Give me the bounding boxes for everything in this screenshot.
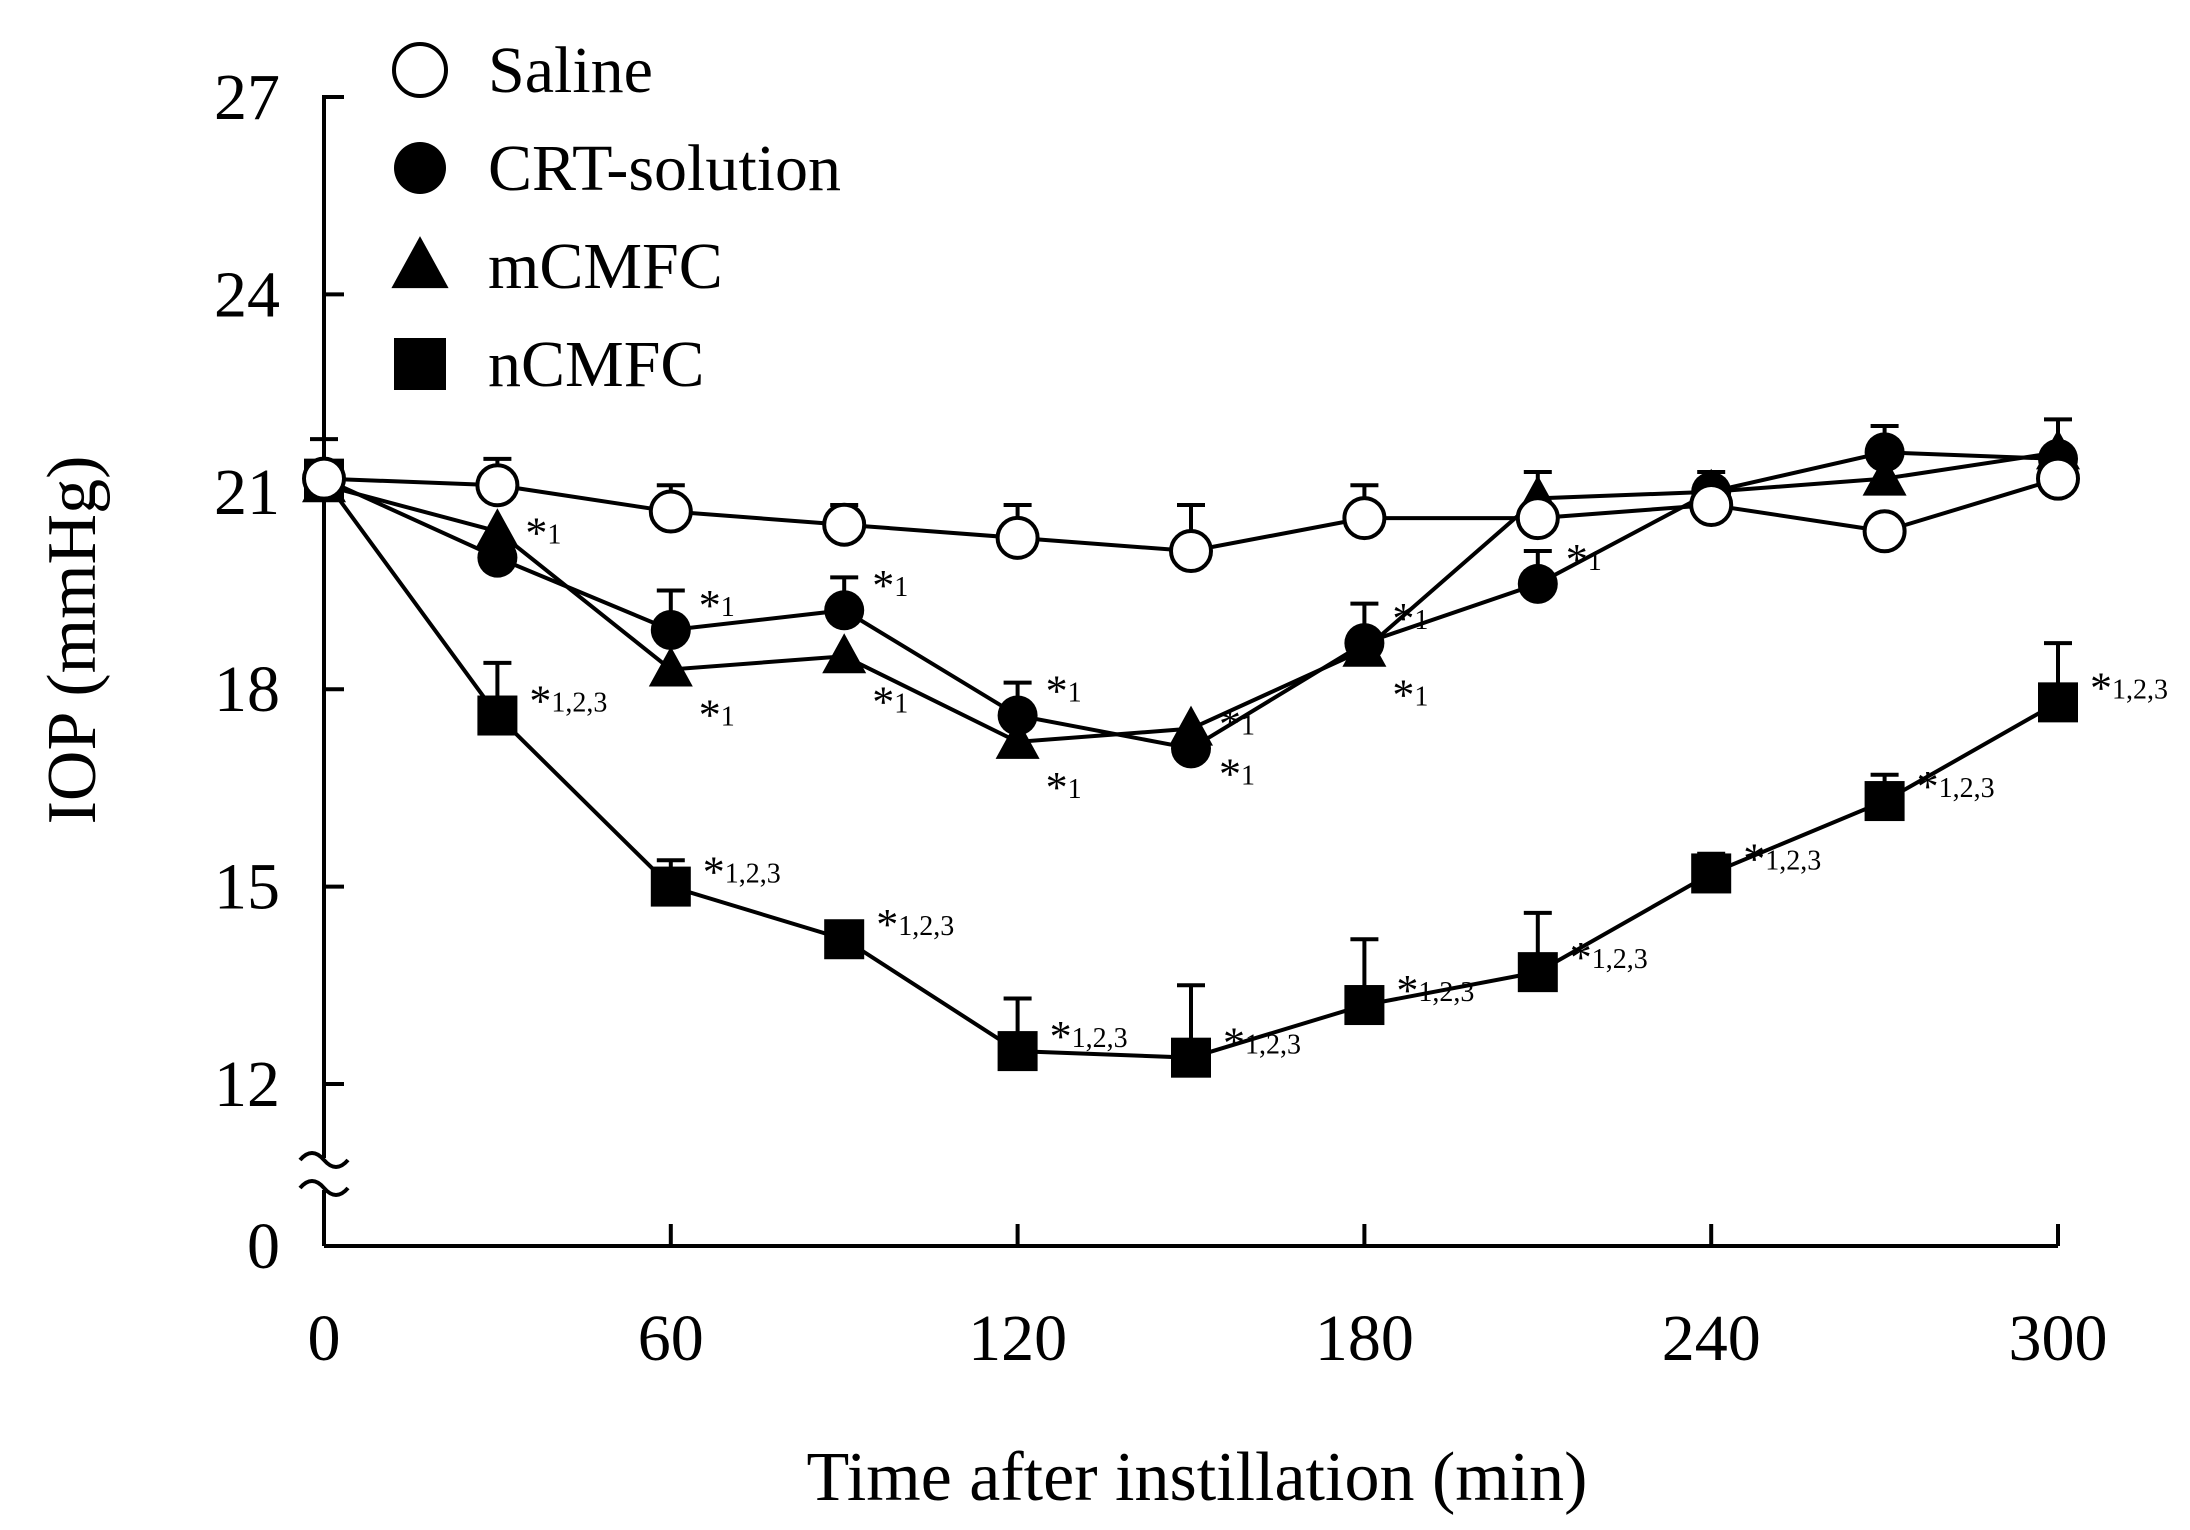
legend-item-ncmfc: nCMFC xyxy=(394,328,704,401)
plot-area: *1,2,3 *1,2,3 *1,2,3 *1,2,3 *1,2,3 *1,2,3 *1,2… xyxy=(302,417,2168,1078)
data-point xyxy=(1689,482,1734,527)
data-point xyxy=(1515,496,1560,541)
significance-label: *1 xyxy=(1392,594,1428,643)
x-axis-title: Time after instillation (min) xyxy=(807,1439,1588,1516)
y-tick-label: 15 xyxy=(214,851,280,924)
data-point xyxy=(822,633,867,674)
significance-label: *1 xyxy=(872,561,908,610)
x-tick-label: 0 xyxy=(308,1302,341,1375)
data-point xyxy=(1344,985,1385,1026)
axis-break-mark xyxy=(298,1151,350,1197)
legend-marker xyxy=(392,42,448,98)
data-point xyxy=(824,919,865,960)
significance-label: *1,2,3 xyxy=(2090,663,2168,712)
y-axis-title: IOP (mmHg) xyxy=(34,456,111,825)
data-point xyxy=(822,502,867,547)
significance-label: *1,2,3 xyxy=(876,900,954,949)
significance-label: *1,2,3 xyxy=(1396,966,1474,1015)
legend-label: nCMFC xyxy=(488,328,704,401)
y-tick-label: 12 xyxy=(214,1048,280,1121)
legend-item-saline: Saline xyxy=(392,34,653,107)
data-point xyxy=(1862,455,1907,496)
y-tick-label: 27 xyxy=(214,61,280,134)
significance-label: *1,2,3 xyxy=(1570,933,1648,982)
data-point xyxy=(1171,1037,1211,1078)
significance-label: *1 xyxy=(699,581,735,630)
data-point xyxy=(475,463,520,508)
data-point xyxy=(2036,456,2080,501)
data-point xyxy=(2038,682,2078,723)
data-point xyxy=(997,695,1038,736)
significance-label: *1,2,3 xyxy=(703,848,781,897)
significance-label: *1 xyxy=(1219,699,1255,748)
series-saline xyxy=(302,437,2080,574)
data-point xyxy=(1691,853,1732,894)
legend-label: Saline xyxy=(488,34,653,107)
significance-label: *1 xyxy=(872,677,908,726)
legend-label: CRT-solution xyxy=(488,132,841,205)
legend-item-mcmfc: mCMFC xyxy=(391,230,723,303)
significance-label: *1 xyxy=(525,509,561,558)
legend-marker xyxy=(394,338,446,390)
data-point xyxy=(302,456,346,501)
x-tick-label: 300 xyxy=(2009,1302,2108,1375)
legend-item-crt-solution: CRT-solution xyxy=(394,132,841,205)
data-point xyxy=(1344,623,1385,664)
data-point xyxy=(997,1031,1038,1072)
y-tick-label: 18 xyxy=(214,653,280,726)
x-tick-label: 240 xyxy=(1662,1302,1761,1375)
series-ncmfc: *1,2,3 *1,2,3 *1,2,3 *1,2,3 *1,2,3 *1,2,3 *1,2… xyxy=(304,458,2168,1078)
significance-label: *1,2,3 xyxy=(1743,834,1821,883)
data-point xyxy=(648,646,693,687)
x-tick-label: 120 xyxy=(968,1302,1067,1375)
y-tick-label: 21 xyxy=(214,456,280,529)
significance-label: *1,2,3 xyxy=(1223,1019,1301,1068)
data-point xyxy=(1517,952,1558,993)
data-point xyxy=(1862,509,1907,554)
data-point xyxy=(650,609,691,650)
legend: Saline CRT-solution mCMFC nCMFC xyxy=(391,34,841,401)
x-tick-label: 60 xyxy=(638,1302,704,1375)
data-point xyxy=(475,508,520,549)
data-point xyxy=(648,489,693,534)
legend-marker xyxy=(391,236,449,289)
significance-label: *1 xyxy=(699,690,735,739)
data-point xyxy=(1864,781,1905,822)
data-point xyxy=(824,590,865,631)
x-tick-label: 180 xyxy=(1315,1302,1414,1375)
significance-label: *1 xyxy=(1392,671,1428,720)
significance-label: *1 xyxy=(1046,667,1082,716)
y-tick-label: 24 xyxy=(214,258,280,331)
significance-label: *1,2,3 xyxy=(529,677,607,726)
data-point xyxy=(1864,432,1905,473)
significance-label: *1 xyxy=(1219,750,1255,799)
data-point xyxy=(995,718,1040,759)
significance-label: *1,2,3 xyxy=(1050,1012,1128,1061)
significance-label: *1,2,3 xyxy=(1917,762,1995,811)
data-point xyxy=(1169,529,1213,574)
data-point xyxy=(477,695,518,736)
legend-label: mCMFC xyxy=(488,230,723,303)
data-point xyxy=(995,515,1040,560)
data-point xyxy=(650,866,691,907)
significance-label: *1 xyxy=(1046,763,1082,812)
significance-label: *1 xyxy=(1566,535,1602,584)
data-point xyxy=(1171,728,1211,769)
legend-marker xyxy=(394,142,446,194)
data-point xyxy=(477,537,518,578)
y-tick-label: 0 xyxy=(247,1210,280,1283)
data-point xyxy=(1342,496,1387,541)
axes: 0 12 15 18 21 24 27 0 60 120 180 240 300 xyxy=(214,61,2108,1375)
data-point xyxy=(1517,563,1558,604)
